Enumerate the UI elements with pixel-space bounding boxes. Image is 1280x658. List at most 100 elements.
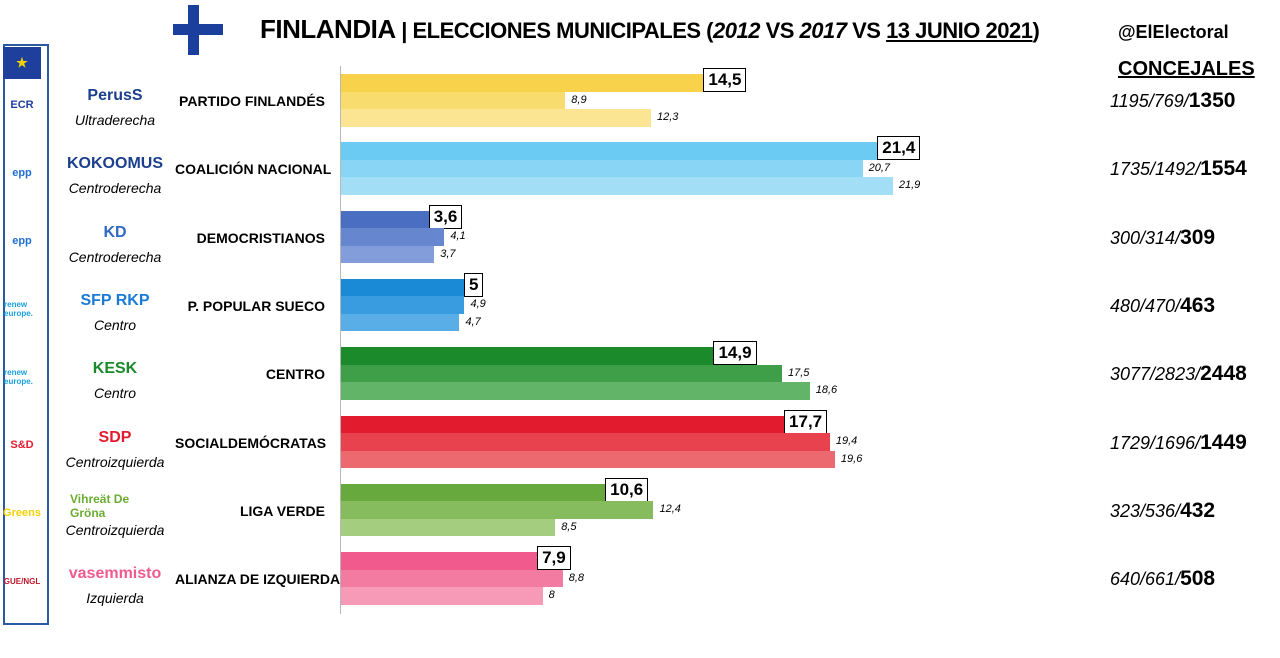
party-logo: SFP RKP bbox=[80, 291, 150, 309]
value-label-2012: 21,9 bbox=[898, 179, 921, 192]
seats-2021: 463 bbox=[1180, 293, 1216, 317]
seats-value: 300/314/309 bbox=[1110, 226, 1215, 250]
party-name: COALICIÓN NACIONAL bbox=[175, 161, 332, 178]
value-box-2021: 14,9 bbox=[713, 341, 757, 366]
bar-2012 bbox=[341, 313, 460, 332]
eu-group-logo: S&D bbox=[10, 439, 34, 451]
bar-2012 bbox=[341, 587, 543, 605]
party-name: PARTIDO FINLANDÉS bbox=[179, 93, 325, 109]
value-label-2017: 20,7 bbox=[868, 161, 891, 174]
bar-2017 bbox=[341, 159, 863, 178]
finland-flag bbox=[173, 5, 223, 55]
seats-2021: 508 bbox=[1180, 567, 1216, 591]
party-name: LIGA VERDE bbox=[239, 502, 325, 519]
seats-header: CONCEJALES bbox=[1118, 58, 1255, 80]
seats-2021: 2448 bbox=[1200, 362, 1247, 386]
seats-2021: 1449 bbox=[1200, 430, 1247, 454]
value-label-2012: 3,7 bbox=[440, 247, 456, 260]
bar-2021 bbox=[341, 347, 717, 365]
bar-2017 bbox=[341, 296, 465, 314]
party-logo: KD bbox=[103, 223, 127, 241]
seats-value: 480/470/463 bbox=[1110, 294, 1215, 318]
seats-value: 1729/1696/1449 bbox=[1110, 431, 1247, 455]
eu-group-logo: renew europe. bbox=[4, 300, 33, 318]
value-box-2021: 5 bbox=[464, 272, 484, 297]
bar-2021 bbox=[341, 142, 881, 160]
party-ideology: Izquierda bbox=[86, 590, 144, 607]
value-box-2021: 21,4 bbox=[877, 136, 921, 161]
value-box-2021: 17,7 bbox=[784, 409, 828, 434]
value-label-2012: 18,6 bbox=[815, 384, 838, 397]
value-label-2017: 17,5 bbox=[788, 366, 810, 379]
value-box-2021: 3,6 bbox=[428, 204, 463, 229]
party-name: DEMOCRISTIANOS bbox=[196, 229, 325, 246]
value-box-2021: 14,5 bbox=[703, 68, 747, 92]
seats-previous: 300/314/ bbox=[1110, 227, 1181, 248]
bar-2017 bbox=[341, 228, 445, 246]
seats-previous: 3077/2823/ bbox=[1110, 364, 1201, 385]
seats-value: 323/536/432 bbox=[1110, 499, 1215, 523]
value-label-2017: 8,9 bbox=[571, 93, 587, 106]
bar-2017 bbox=[341, 569, 563, 588]
seats-2021: 1554 bbox=[1200, 157, 1247, 181]
bar-2012 bbox=[341, 109, 651, 127]
value-label-2012: 4,7 bbox=[465, 315, 481, 328]
party-name: ALIANZA DE IZQUIERDA bbox=[175, 571, 341, 588]
value-label-2012: 8 bbox=[548, 589, 555, 602]
party-ideology: Ultraderecha bbox=[74, 112, 156, 128]
bar-2021 bbox=[341, 483, 609, 502]
seats-value: 1195/769/1350 bbox=[1110, 89, 1235, 113]
seats-2021: 432 bbox=[1180, 498, 1216, 522]
bar-2012 bbox=[341, 450, 835, 468]
chart-title: FINLANDIA | ELECCIONES MUNICIPALES (2012… bbox=[260, 14, 1040, 44]
party-logo: vasemmisto bbox=[68, 565, 162, 583]
eu-group-logo: GUE/NGL bbox=[3, 576, 41, 586]
eu-groups-column bbox=[3, 44, 49, 625]
bar-2012 bbox=[341, 245, 435, 264]
value-label-2012: 12,3 bbox=[656, 111, 679, 123]
bar-2012 bbox=[341, 177, 893, 195]
bar-2021 bbox=[341, 74, 707, 92]
seats-previous: 1195/769/ bbox=[1110, 91, 1189, 111]
seats-2021: 309 bbox=[1180, 225, 1216, 249]
party-ideology: Centroderecha bbox=[68, 180, 162, 197]
value-label-2017: 12,4 bbox=[659, 503, 681, 516]
eu-group-logo: epp bbox=[12, 235, 32, 247]
party-logo: SDP bbox=[98, 428, 132, 446]
seats-value: 1735/1492/1554 bbox=[1110, 157, 1247, 181]
party-ideology: Centroizquierda bbox=[65, 521, 165, 538]
party-name: SOCIALDEMÓCRATAS bbox=[175, 434, 327, 451]
party-name: P. POPULAR SUECO bbox=[187, 297, 325, 314]
party-logo: PerusS bbox=[87, 87, 143, 104]
bar-2017 bbox=[341, 91, 566, 109]
seats-previous: 480/470/ bbox=[1110, 295, 1181, 316]
value-label-2017: 4,1 bbox=[450, 230, 466, 243]
eu-group-logo: renew europe. bbox=[4, 368, 33, 386]
seats-previous: 1729/1696/ bbox=[1110, 432, 1201, 453]
value-label-2012: 8,5 bbox=[561, 520, 577, 533]
party-ideology: Centro bbox=[93, 385, 137, 402]
bar-2017 bbox=[341, 364, 782, 383]
party-name: CENTRO bbox=[265, 366, 325, 383]
bar-2021 bbox=[341, 278, 467, 297]
value-box-2021: 7,9 bbox=[537, 546, 571, 571]
bar-2017 bbox=[341, 433, 830, 451]
eu-flag-icon: ★ bbox=[3, 47, 41, 79]
bar-2021 bbox=[341, 210, 432, 229]
eu-group-logo: ECR bbox=[10, 99, 34, 111]
eu-group-logo: Greens bbox=[3, 507, 41, 519]
value-label-2017: 4,9 bbox=[470, 298, 486, 311]
party-ideology: Centro bbox=[93, 316, 137, 333]
chart-axis bbox=[340, 66, 341, 614]
twitter-handle: @ElElectoral bbox=[1118, 22, 1229, 42]
seats-previous: 640/661/ bbox=[1110, 569, 1181, 590]
eu-group-logo: epp bbox=[12, 167, 32, 179]
party-ideology: Centroderecha bbox=[68, 248, 162, 265]
party-ideology: Centroizquierda bbox=[65, 453, 165, 470]
value-label-2012: 19,6 bbox=[840, 452, 863, 465]
party-logo: KOKOOMUS bbox=[67, 155, 163, 173]
value-box-2021: 10,6 bbox=[605, 477, 649, 502]
seats-value: 640/661/508 bbox=[1110, 567, 1215, 591]
value-label-2017: 19,4 bbox=[835, 435, 858, 447]
bar-2017 bbox=[341, 501, 654, 519]
